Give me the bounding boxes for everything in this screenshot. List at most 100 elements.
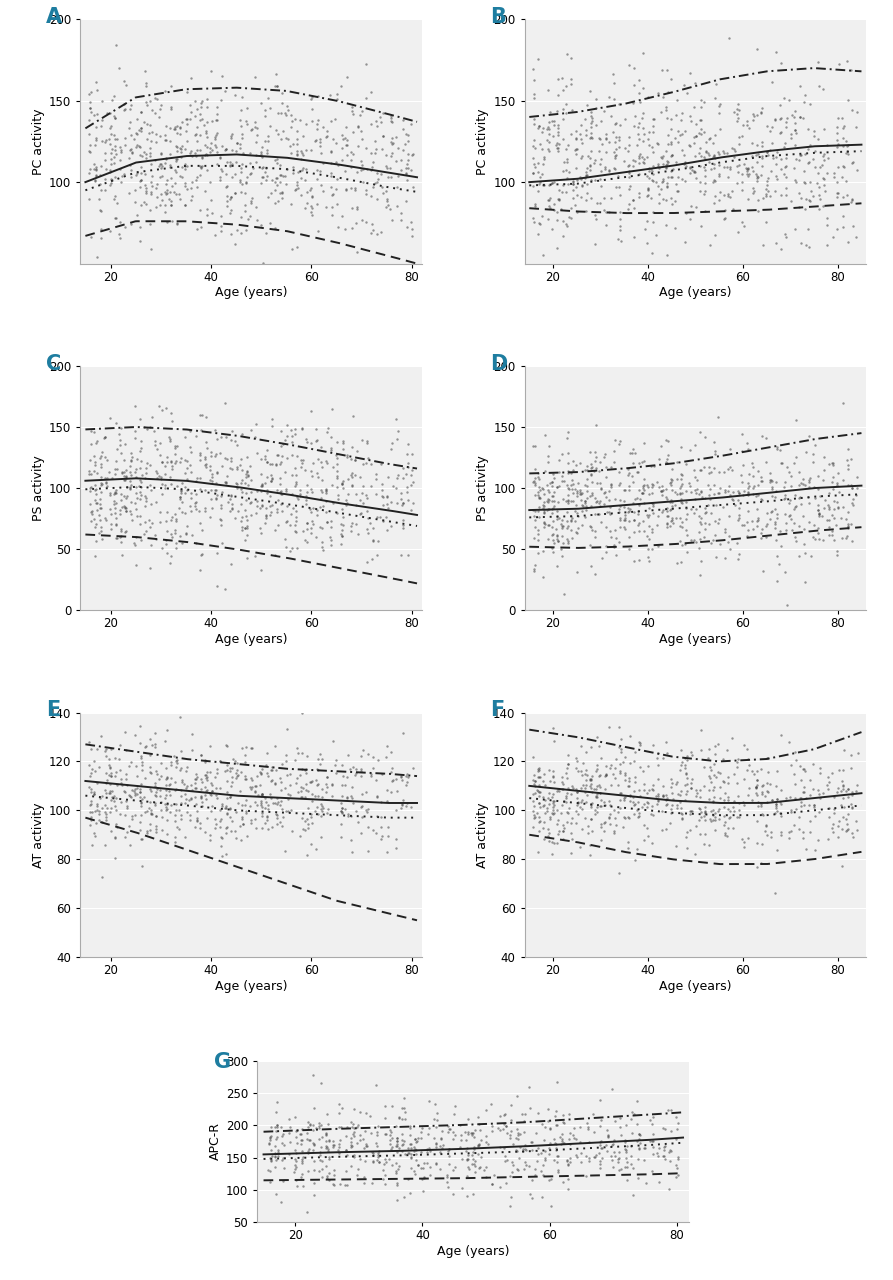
Point: [204, 773, 218, 794]
Point: [835, 856, 849, 877]
Point: [120, 485, 134, 506]
Point: [233, 781, 247, 801]
Point: [664, 1120, 679, 1140]
Point: [592, 735, 606, 755]
Point: [326, 1175, 340, 1196]
Point: [117, 451, 131, 471]
Point: [104, 169, 119, 189]
Point: [586, 1103, 600, 1124]
Point: [578, 168, 592, 188]
Point: [355, 483, 369, 503]
Point: [142, 756, 156, 777]
Point: [291, 782, 305, 803]
Point: [622, 498, 637, 518]
Point: [836, 118, 850, 138]
Point: [540, 480, 555, 500]
Point: [268, 773, 282, 794]
Point: [555, 525, 569, 545]
Point: [233, 109, 247, 129]
Point: [112, 224, 126, 244]
Point: [244, 119, 258, 140]
Point: [244, 492, 258, 512]
Point: [735, 472, 749, 493]
Point: [154, 767, 168, 787]
Point: [371, 169, 385, 189]
Point: [280, 718, 294, 739]
Point: [423, 1140, 438, 1161]
Point: [366, 1146, 380, 1166]
Point: [661, 444, 675, 465]
Point: [330, 503, 344, 524]
Point: [310, 463, 324, 484]
Point: [764, 72, 779, 92]
Point: [102, 749, 116, 769]
Point: [562, 1103, 576, 1124]
Point: [664, 1140, 679, 1161]
Point: [694, 119, 708, 140]
Point: [338, 774, 353, 795]
Point: [619, 1148, 633, 1169]
Point: [622, 500, 636, 521]
Point: [631, 1167, 646, 1188]
Point: [330, 84, 345, 105]
Point: [378, 1165, 392, 1185]
Point: [672, 785, 687, 805]
Point: [527, 796, 541, 817]
Point: [158, 731, 172, 751]
Point: [215, 794, 230, 814]
Point: [108, 186, 122, 206]
Point: [296, 145, 310, 165]
Point: [288, 1155, 302, 1175]
Point: [540, 1100, 555, 1120]
Point: [816, 174, 830, 195]
Point: [826, 822, 840, 842]
Point: [228, 430, 242, 451]
Point: [770, 504, 784, 525]
Point: [768, 512, 782, 532]
Point: [542, 806, 556, 827]
Point: [346, 1117, 360, 1138]
Point: [401, 1143, 415, 1164]
Point: [83, 480, 97, 500]
Point: [356, 740, 371, 760]
Point: [335, 774, 349, 795]
Point: [651, 83, 665, 104]
Point: [88, 475, 103, 495]
Point: [802, 470, 816, 490]
Point: [118, 521, 132, 541]
Point: [613, 763, 627, 783]
Point: [89, 104, 104, 124]
Point: [110, 128, 124, 148]
Point: [82, 142, 96, 163]
Point: [401, 767, 415, 787]
Point: [94, 228, 108, 248]
Point: [271, 787, 285, 808]
Point: [327, 1165, 341, 1185]
Point: [717, 186, 731, 206]
Point: [569, 120, 583, 141]
Point: [579, 1165, 593, 1185]
Point: [290, 174, 305, 195]
Point: [613, 232, 628, 252]
Point: [660, 177, 674, 197]
Point: [712, 509, 726, 530]
Point: [283, 764, 297, 785]
Point: [157, 794, 171, 814]
Point: [625, 1101, 639, 1121]
Point: [780, 108, 794, 128]
Point: [527, 88, 541, 109]
Point: [605, 755, 619, 776]
Point: [199, 457, 213, 477]
Point: [568, 140, 582, 160]
Point: [284, 504, 298, 525]
Point: [563, 462, 578, 483]
Point: [348, 178, 363, 198]
Point: [184, 442, 198, 462]
Point: [758, 516, 772, 536]
Point: [153, 154, 167, 174]
Point: [706, 133, 721, 154]
Point: [117, 466, 131, 486]
Point: [133, 470, 147, 490]
Point: [650, 515, 664, 535]
Point: [569, 128, 583, 148]
